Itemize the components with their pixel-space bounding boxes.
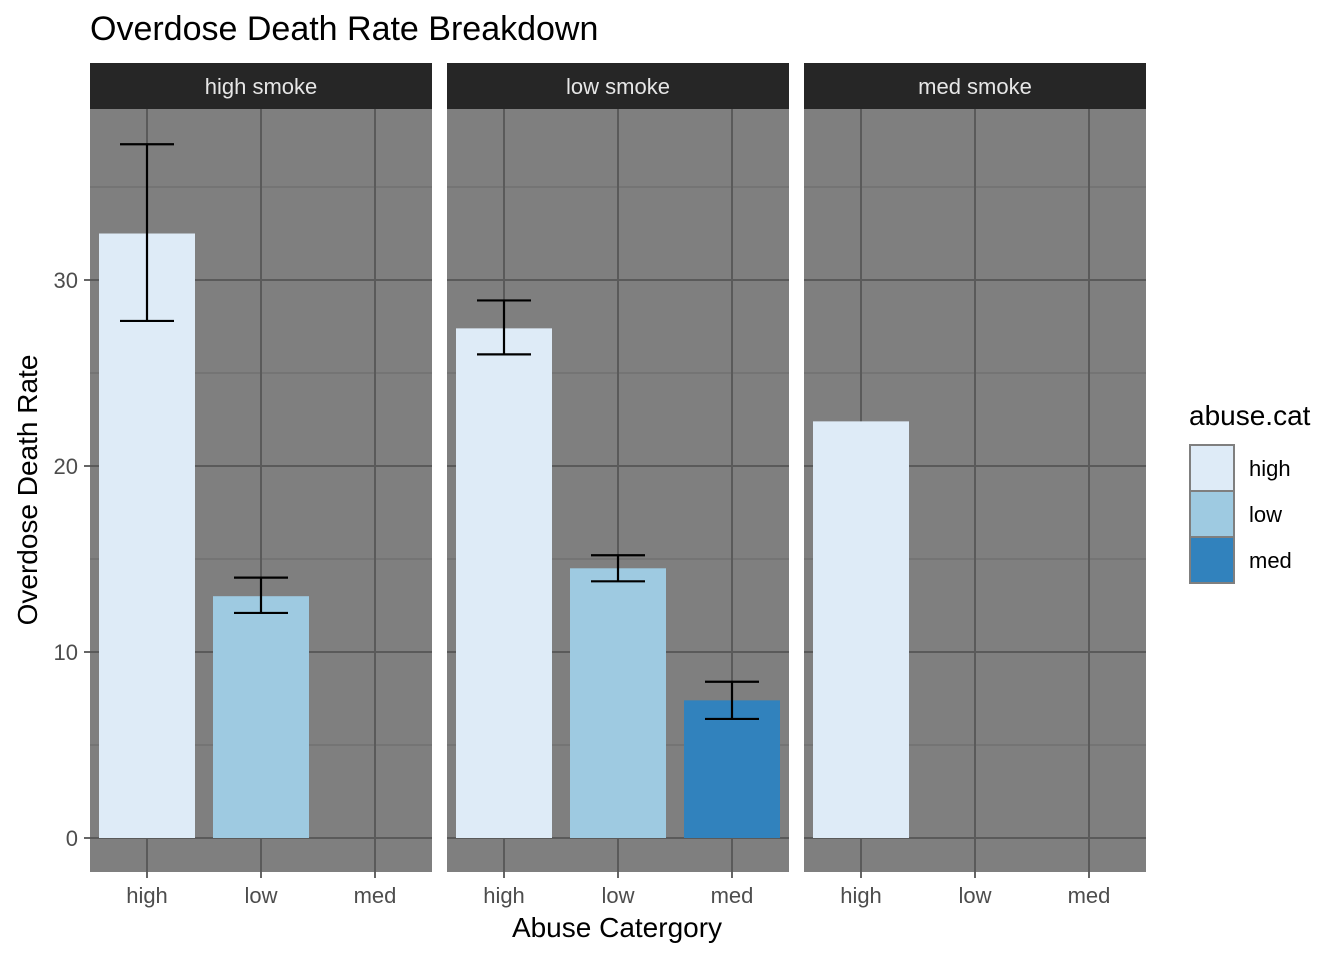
x-tick-label: med [711,883,754,908]
y-tick-label: 10 [54,640,78,665]
chart-title: Overdose Death Rate Breakdown [90,10,598,48]
legend-title: abuse.cat [1189,400,1311,431]
bar [570,568,666,838]
legend-key [1189,490,1235,538]
y-axis-title: Overdose Death Rate [12,355,43,626]
facet-strip-label: low smoke [566,74,670,99]
x-tick-label: high [126,883,168,908]
legend-label: med [1249,548,1292,573]
bar [684,700,780,838]
facet-strip [804,63,1146,109]
error-bar [591,554,645,583]
facet-panel: med smoke high low med [804,63,1146,908]
facet-panel: high smoke high low med [90,63,432,908]
bar [456,328,552,838]
x-tick-label: low [244,883,277,908]
y-tick-label: 0 [66,826,78,851]
x-tick-label: low [958,883,991,908]
error-bar [120,143,174,323]
facet-panel: low smoke high low med [447,63,789,908]
error-bar [477,299,531,356]
bar [213,596,309,838]
legend-label: low [1249,502,1282,527]
bar [813,421,909,838]
error-bar [234,576,288,615]
legend-key [1189,536,1235,584]
y-axis: 0 10 20 30 [54,268,90,851]
x-tick-label: med [354,883,397,908]
x-tick-label: med [1068,883,1111,908]
x-axis-title: Abuse Catergory [512,912,722,943]
y-tick-label: 20 [54,454,78,479]
x-tick-label: high [483,883,525,908]
y-tick-label: 30 [54,268,78,293]
x-tick-label: low [601,883,634,908]
bar [99,233,195,838]
facet-strip [447,63,789,109]
facet-strip-label: med smoke [918,74,1032,99]
legend-key [1189,444,1235,492]
facet-strip-label: high smoke [205,74,318,99]
error-bar [705,680,759,721]
legend: abuse.cat high low med [1189,400,1311,584]
facet-strip [90,63,432,109]
legend-label: high [1249,456,1291,481]
x-tick-label: high [840,883,882,908]
